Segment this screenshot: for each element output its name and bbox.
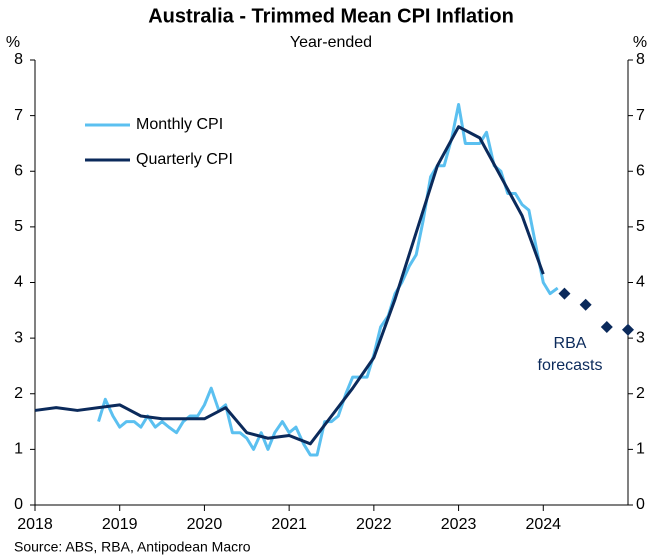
x-tick-label: 2024 [525, 516, 561, 533]
y2-tick-label: 6 [636, 162, 645, 179]
legend-label: Monthly CPI [136, 116, 223, 133]
y-tick-label: 1 [14, 441, 23, 458]
y-tick-label: 8 [14, 51, 23, 68]
y2-tick-label: 7 [636, 107, 645, 124]
y-tick-label: 4 [14, 274, 23, 291]
forecast-marker [558, 287, 571, 300]
chart-title: Australia - Trimmed Mean CPI Inflation [148, 5, 514, 27]
y-tick-label: 6 [14, 162, 23, 179]
y2-tick-label: 5 [636, 218, 645, 235]
forecast-marker [622, 323, 634, 336]
y-tick-label: 3 [14, 329, 23, 346]
y-tick-label: 2 [14, 385, 23, 402]
chart-subtitle: Year-ended [290, 34, 372, 51]
y-tick-label: 0 [14, 496, 23, 513]
legend-label: Quarterly CPI [136, 151, 233, 168]
x-tick-label: 2018 [17, 516, 53, 533]
y2-tick-label: 3 [636, 329, 645, 346]
y2-tick-label: 8 [636, 51, 645, 68]
annotation: forecasts [538, 357, 603, 374]
forecast-marker [579, 298, 592, 311]
y2-tick-label: 2 [636, 385, 645, 402]
x-tick-label: 2023 [441, 516, 477, 533]
y2-axis-label: % [633, 34, 647, 51]
y2-tick-label: 0 [636, 496, 645, 513]
y-axis-label: % [6, 34, 20, 51]
source: Source: ABS, RBA, Antipodean Macro [14, 539, 251, 555]
x-tick-label: 2020 [187, 516, 223, 533]
y2-tick-label: 4 [636, 274, 645, 291]
series-line [34, 125, 545, 446]
y-tick-label: 5 [14, 218, 23, 235]
x-tick-label: 2021 [271, 516, 307, 533]
y2-tick-label: 1 [636, 441, 645, 458]
x-tick-label: 2019 [102, 516, 138, 533]
forecast-marker [600, 321, 613, 333]
x-tick-label: 2022 [356, 516, 392, 533]
annotation: RBA [554, 335, 587, 352]
y-tick-label: 7 [14, 107, 23, 124]
